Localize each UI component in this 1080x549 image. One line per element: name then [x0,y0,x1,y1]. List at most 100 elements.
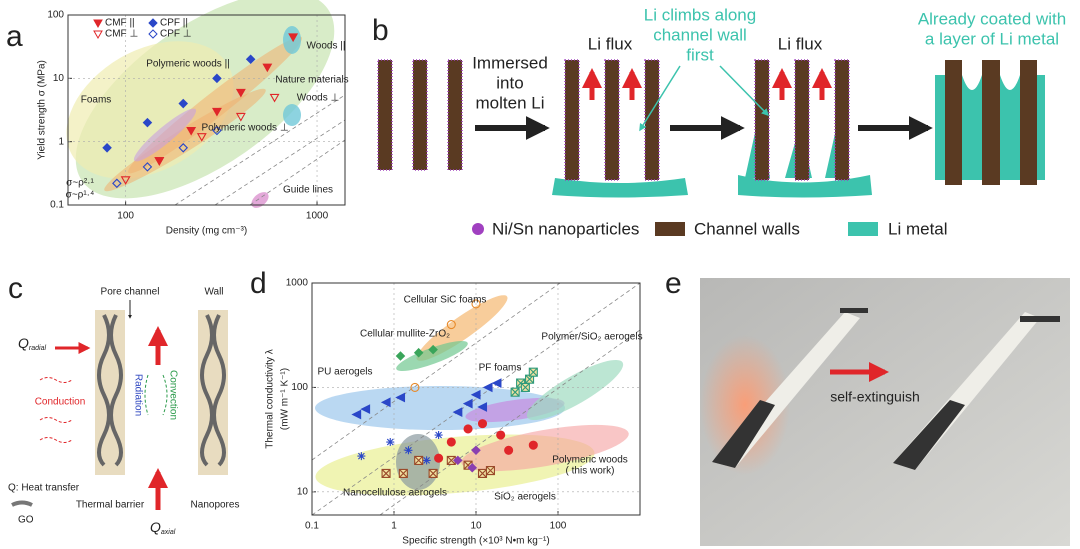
annotation: SiO₂ aerogels [494,492,556,503]
annotation: Woods || [307,41,346,52]
data-point [525,374,535,384]
label: GO [18,515,34,526]
label: Q: Heat transfer [8,483,80,494]
guide-line [311,282,561,461]
caption: self-extinguish [830,389,920,405]
y-tick-label: 100 [291,382,308,393]
data-point [453,455,463,466]
legend-label: CPF || [160,18,188,29]
data-point [360,404,371,414]
legend-marker [93,30,103,40]
data-point [262,63,273,73]
legend-marker [148,29,158,39]
data-point [142,117,153,128]
data-point [477,468,488,478]
go-icon [11,500,33,507]
channel-walls [945,60,1037,185]
data-point [357,452,366,461]
clamp [1020,316,1060,322]
data-point [477,402,488,412]
data-point [462,398,473,409]
data-point [467,462,478,473]
data-point [434,431,443,440]
data-point [196,133,207,142]
x-axis-label: Density (mg cm⁻³) [166,226,247,237]
flux-label: Li flux [778,34,823,53]
data-point [178,98,189,109]
channel-walls [754,59,850,181]
data-point [504,445,514,455]
legend-label: CMF ⊥ [105,29,138,40]
data-point [351,409,362,420]
label: Thermal barrier [76,500,145,511]
channel-walls [377,59,463,171]
channel-walls [564,59,660,181]
legend-label: CPF ⊥ [160,29,192,40]
mechanism-label: Radiation [132,374,143,416]
data-point [428,468,438,478]
data-point [142,162,153,172]
x-tick-label: 10 [470,521,482,532]
annotation: ( this work) [566,466,615,477]
data-point [528,367,538,377]
q-subscript: axial [161,529,176,536]
flame [700,335,790,475]
go-sheets [97,314,226,467]
y-axis-label: Yield strength σ (MPa) [37,60,48,160]
flow-path [144,374,168,416]
y-tick-label: 10 [297,486,309,497]
data-point [485,465,495,476]
data-point [446,455,456,465]
annotation: Nature materials [275,75,348,86]
y-tick-label: 100 [47,10,64,21]
guide-line [249,139,346,206]
panel-letter: c [8,272,23,305]
note: Li climbs along [644,5,756,24]
panel-letter: d [250,267,267,300]
q-label: Qaxial [150,519,176,536]
data-point [410,382,420,392]
annotation: Polymeric woods ⊥ [201,123,288,134]
data-point [245,54,256,65]
legend-label: Channel walls [694,219,800,238]
panel-e: e self-extinguish [665,267,1070,546]
region [283,104,301,126]
annotation: Guide lines [283,185,333,196]
region [133,108,197,162]
data-point [463,424,473,434]
data-point [212,73,222,84]
data-point [398,468,408,478]
y-tick-label: 10 [53,73,65,84]
label: Wall [204,287,223,298]
legend-label: Ni/Sn nanoparticles [492,219,639,238]
annotation: Polymeric woods [552,455,628,466]
data-point [510,387,520,397]
pointer [639,65,681,132]
x-tick-label: 0.1 [305,521,319,532]
annotation: Cellular SiC foams [404,295,487,306]
y-axis-label: Thermal conductivity λ [265,349,276,448]
data-point [434,453,444,463]
y-axis-label: (mW m⁻¹ K⁻¹) [280,368,291,430]
data-point [428,344,438,355]
region [526,359,624,421]
annotation: Woods ⊥ [297,93,339,104]
data-point [528,440,538,450]
region [396,340,468,372]
y-tick-label: 1 [58,136,64,147]
note: first [686,45,714,64]
data-point [482,382,493,393]
legend-label: CMF || [105,18,135,29]
data-point [452,407,463,418]
step-label: into [496,73,523,92]
region [416,295,508,361]
data-point [102,143,112,153]
panel-letter: e [665,267,682,300]
annotation: σ~ρ²·¹ [66,178,94,189]
data-point [471,445,481,456]
data-point [477,419,488,429]
data-point [235,112,246,122]
x-tick-label: 1000 [306,211,329,222]
x-tick-label: 100 [550,521,567,532]
